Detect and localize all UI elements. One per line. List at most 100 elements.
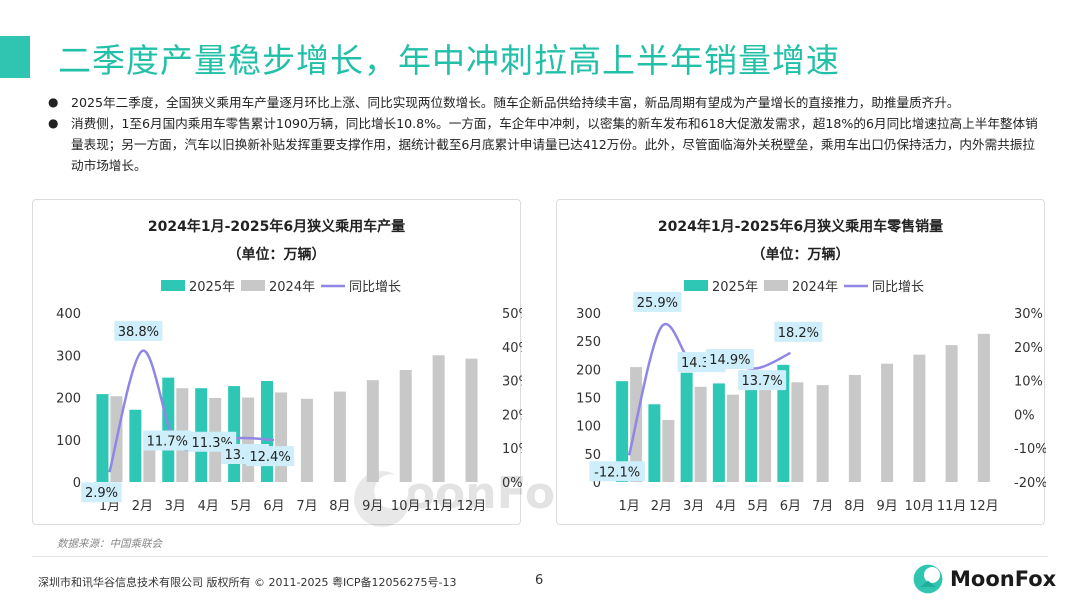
x-tick-label: 4月 — [715, 499, 736, 514]
y2-tick-label: 10% — [1014, 375, 1043, 390]
bar-2024 — [694, 386, 707, 482]
data-label-bg — [246, 446, 295, 467]
bar-2024 — [366, 380, 379, 482]
y-tick-label: 200 — [56, 392, 81, 407]
data-label-bg — [774, 321, 823, 342]
legend-label: 同比增长 — [349, 280, 401, 295]
x-tick-label: 10月 — [905, 499, 935, 514]
bullet-item: ● 消费侧，1至6月国内乘用车零售累计1090万辆，同比增长10.8%。一方面，… — [48, 113, 1038, 176]
data-label-bg — [114, 320, 163, 341]
x-tick-label: 3月 — [165, 499, 186, 514]
y2-tick-label: 40% — [502, 341, 522, 356]
page-title: 二季度产量稳步增长，年中冲刺拉高上半年销量增速 — [58, 41, 840, 80]
x-tick-label: 6月 — [780, 499, 801, 514]
y2-tick-label: 20% — [502, 408, 522, 423]
y-tick-label: 0 — [73, 476, 81, 491]
bar-2024 — [977, 333, 990, 482]
footer-divider — [32, 556, 1048, 557]
x-tick-label: 1月 — [618, 499, 639, 514]
bar-2024 — [848, 374, 861, 482]
y-tick-label: 100 — [56, 434, 81, 449]
data-label-bg — [589, 461, 645, 482]
bar-2024 — [945, 345, 958, 482]
bullet-text: 消费侧，1至6月国内乘用车零售累计1090万辆，同比增长10.8%。一方面，车企… — [71, 116, 1038, 173]
x-tick-label: 6月 — [263, 499, 284, 514]
chart-subtitle: （单位：万辆） — [227, 247, 326, 263]
legend-swatch — [764, 280, 788, 291]
data-label: 2.9% — [81, 482, 122, 503]
bullet-dot-icon: ● — [48, 95, 59, 109]
bar-2025 — [261, 381, 274, 482]
brand-logo: MoonFox — [912, 563, 1056, 595]
data-label: 14.9% — [705, 349, 754, 370]
x-tick-label: 7月 — [296, 499, 317, 514]
x-tick-label: 10月 — [391, 499, 421, 514]
brand-name: MoonFox — [950, 567, 1057, 591]
production-chart: 2025年 2024年 同比增长 0 100 200 300 400 0% 10% 20% 30% 40… — [56, 280, 522, 514]
bar-2025 — [745, 373, 758, 482]
bar-2025 — [777, 364, 790, 482]
bullet-list: ● 2025年二季度，全国狭义乘用车产量逐月环比上涨、同比实现两位数增长。随车企… — [48, 92, 1038, 176]
y2-tick-label: 50% — [502, 307, 522, 322]
x-tick-label: 11月 — [424, 499, 454, 514]
bar-2024 — [816, 385, 829, 482]
data-label: 25.9% — [633, 291, 682, 312]
data-label-text: 14.9% — [709, 353, 750, 368]
x-tick-label: 5月 — [230, 499, 251, 514]
x-tick-label: 9月 — [362, 499, 383, 514]
moonfox-logo-icon — [913, 564, 943, 594]
x-tick-label: 3月 — [683, 499, 704, 514]
bullet-text: 2025年二季度，全国狭义乘用车产量逐月环比上涨、同比实现两位数增长。随车企新品… — [71, 95, 960, 110]
y-tick-label: 50 — [584, 448, 601, 463]
x-tick-label: 2月 — [132, 499, 153, 514]
x-tick-label: 4月 — [198, 499, 219, 514]
y-tick-label: 400 — [56, 307, 81, 322]
bar-2024 — [465, 358, 478, 482]
y2-tick-label: 20% — [1014, 341, 1043, 356]
data-label-bg — [143, 430, 192, 451]
x-tick-label: 12月 — [969, 499, 999, 514]
data-label-text: 2.9% — [85, 486, 118, 501]
bar-2025 — [162, 377, 175, 482]
bar-2024 — [726, 394, 739, 482]
x-tick-label: 5月 — [747, 499, 768, 514]
legend-swatch — [161, 280, 185, 291]
y-tick-label: 150 — [576, 392, 601, 407]
y-tick-label: 200 — [576, 363, 601, 378]
x-tick-label: 7月 — [812, 499, 833, 514]
data-label-text: 38.8% — [118, 325, 159, 340]
data-label: 13.7% — [738, 370, 787, 391]
data-label-text: 18.2% — [778, 326, 819, 341]
legend-label: 2024年 — [269, 280, 315, 295]
chart-subtitle: （单位：万辆） — [751, 247, 850, 263]
bar-2024 — [881, 363, 894, 482]
bar-2025 — [96, 394, 109, 482]
x-tick-label: 2月 — [651, 499, 672, 514]
x-tick-label: 1月 — [99, 499, 120, 514]
bar-2024 — [275, 392, 288, 482]
legend-swatch — [241, 280, 265, 291]
data-label-bg — [705, 349, 754, 370]
y2-tick-label: 30% — [502, 375, 522, 390]
y-tick-label: 0 — [593, 476, 601, 491]
data-label-bg — [738, 370, 787, 391]
data-label-text: -12.1% — [594, 465, 640, 480]
bullet-dot-icon: ● — [48, 116, 59, 130]
bar-2025 — [648, 404, 661, 482]
bar-2025 — [680, 372, 693, 482]
bar-2024 — [759, 385, 772, 482]
legend-label: 2025年 — [189, 280, 235, 295]
title-accent-bar — [0, 36, 30, 78]
retail-chart: 2025年 2024年 同比增长 0 50 100 150 200 250 300 -20% -10%… — [576, 280, 1046, 514]
x-tick-label: 8月 — [329, 499, 350, 514]
y2-tick-label: 0% — [502, 476, 522, 491]
data-label-text: 12.4% — [249, 450, 290, 465]
data-label-text: 11.7% — [147, 434, 188, 449]
y-tick-label: 300 — [56, 349, 81, 364]
x-tick-label: 8月 — [844, 499, 865, 514]
data-source: 数据来源：中国乘联会 — [57, 538, 162, 550]
data-label: 12.4% — [246, 446, 295, 467]
data-label: 18.2% — [774, 321, 823, 342]
bar-2024 — [432, 355, 445, 482]
data-label-bg — [633, 291, 682, 312]
